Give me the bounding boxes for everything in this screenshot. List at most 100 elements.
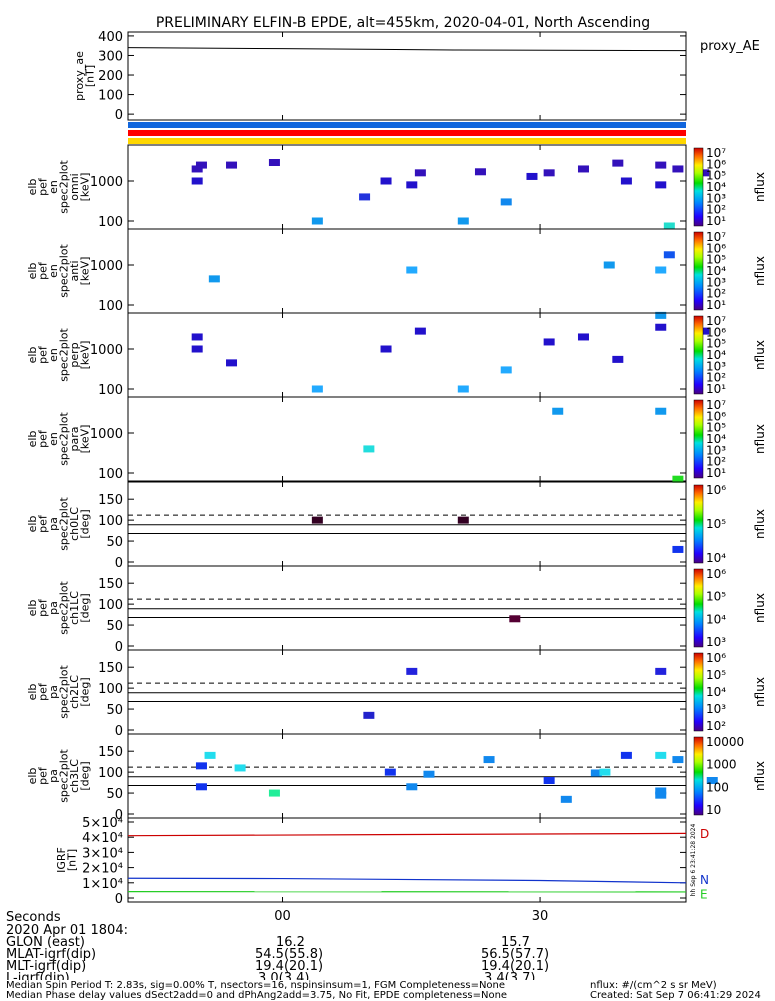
colorbar-perp-bar <box>694 316 703 394</box>
energy-pixel-anti <box>209 275 220 282</box>
energy-pixel-perp <box>192 333 203 340</box>
igrf-ytick: 5×10⁴ <box>82 816 123 831</box>
colorbar-para-bar <box>694 400 703 478</box>
colorbar-ch2LC-tick: 10⁴ <box>706 685 726 699</box>
colorbar-para-tick: 10¹ <box>706 466 726 480</box>
pa-pixel-ch3LC <box>235 764 246 771</box>
energy-pixel-anti <box>664 251 675 258</box>
pa-pixel-ch3LC <box>621 752 632 759</box>
proxy-ae-frame <box>128 32 686 120</box>
colorbar-ch3LC-tick: 1000 <box>706 758 737 772</box>
pa-ytick-ch2LC: 100 <box>98 682 123 697</box>
proxy-ae-ytick: 400 <box>98 30 123 45</box>
colorbar-anti-label-wrap: nflux <box>753 256 767 286</box>
proxy-ae-ytick: 100 <box>98 89 123 104</box>
colorbar-anti-label: nflux <box>753 256 767 286</box>
energy-panel-para <box>128 397 686 481</box>
pa-ytick-ch1LC: 0 <box>115 640 123 655</box>
energy-panel-perp <box>128 313 686 397</box>
energy-pixel-omni <box>359 193 370 200</box>
pa-pixel-ch3LC <box>655 752 666 759</box>
energy-pixel-omni <box>621 178 632 185</box>
energy-pixel-omni <box>406 181 417 188</box>
igrf-legend-n: N <box>700 873 709 887</box>
colorbar-ch3LC-tick: 100 <box>706 780 729 794</box>
colorbar-ch0LC-bar <box>694 485 703 563</box>
pa-pixel-ch2LC <box>655 668 666 675</box>
pa-pixel-ch3LC <box>205 752 216 759</box>
igrf-line-D <box>128 833 686 835</box>
igrf-ytick: 3×10⁴ <box>82 846 123 861</box>
proxy-ae-ytick: 200 <box>98 69 123 84</box>
igrf-ytick: 2×10⁴ <box>82 862 123 877</box>
energy-pixel-perp <box>612 356 623 363</box>
energy-pixel-omni <box>612 160 623 167</box>
pa-pixel-ch3LC <box>406 783 417 790</box>
energy-pixel-perp <box>226 359 237 366</box>
energy-pixel-omni <box>544 169 555 176</box>
pa-ylabel-ch1LC-line: [deg] <box>78 593 91 622</box>
proxy-ae-ylabel: proxy_ae[nT] <box>73 51 97 101</box>
energy-pixel-omni <box>475 168 486 175</box>
pa-pixel-ch0LC <box>312 517 323 524</box>
pa-pixel-ch3LC <box>655 792 666 799</box>
x-tick-label: 30 <box>532 909 549 924</box>
energy-pixel-perp <box>544 338 555 345</box>
pa-pixel-ch3LC <box>484 756 495 763</box>
colorbar-ch1LC-bar <box>694 569 703 647</box>
bar-red <box>128 130 686 136</box>
energy-ytick-perp: 1000 <box>90 343 123 358</box>
pa-ytick-ch0LC: 150 <box>98 493 123 508</box>
pa-panel-ch2LC <box>128 650 686 734</box>
pa-pixel-ch3LC <box>196 762 207 769</box>
igrf-legend-e: E <box>700 888 708 902</box>
colorbar-ch3LC-tick: 10 <box>706 803 721 817</box>
energy-pixel-perp <box>415 328 426 335</box>
pa-pixel-ch0LC <box>458 517 469 524</box>
pa-pixel-ch3LC <box>269 790 280 797</box>
pa-ytick-ch1LC: 100 <box>98 598 123 613</box>
colorbar-ch1LC-tick: 10⁵ <box>706 590 726 604</box>
pa-ytick-ch3LC: 50 <box>106 787 123 802</box>
colorbar-omni-label-wrap: nflux <box>753 172 767 202</box>
energy-pixel-omni <box>415 169 426 176</box>
pa-pixel-ch2LC <box>363 712 374 719</box>
pa-pixel-ch1LC <box>509 615 520 622</box>
pa-pixel-ch3LC <box>196 783 207 790</box>
proxy-ae-legend: proxy_AE <box>700 39 760 54</box>
energy-ytick-anti: 100 <box>98 299 123 314</box>
pa-ytick-ch1LC: 50 <box>106 619 123 634</box>
colorbar-ch2LC-bar <box>694 653 703 731</box>
igrf-ytick: 1×10⁴ <box>82 877 123 892</box>
energy-pixel-para <box>655 408 666 415</box>
pa-ytick-ch3LC: 150 <box>98 745 123 760</box>
colorbar-anti-tick: 10¹ <box>706 298 726 312</box>
energy-pixel-omni <box>458 218 469 225</box>
energy-pixel-omni <box>655 181 666 188</box>
igrf-side-stamp: hh Sep 6 23:41:28 2024 <box>690 824 697 897</box>
pa-panel-ch0LC <box>128 482 686 566</box>
colorbar-ch2LC-tick: 10⁶ <box>706 651 726 665</box>
energy-pixel-omni <box>655 162 666 169</box>
energy-ytick-para: 1000 <box>90 427 123 442</box>
energy-pixel-para <box>552 408 563 415</box>
pa-ytick-ch2LC: 0 <box>115 724 123 739</box>
footer-l-value-2: 3.4(3.7) <box>484 972 536 980</box>
energy-ytick-para: 100 <box>98 467 123 482</box>
energy-pixel-omni <box>501 198 512 205</box>
pa-pixel-ch3LC <box>672 756 683 763</box>
pa-pixel-ch0LC <box>672 546 683 553</box>
energy-pixel-perp <box>458 386 469 393</box>
colorbar-ch1LC-label-wrap: nflux <box>753 593 767 623</box>
energy-pixel-perp <box>381 346 392 353</box>
colorbar-para-label: nflux <box>753 424 767 454</box>
colorbar-ch0LC-tick: 10⁶ <box>706 483 726 497</box>
colorbar-ch1LC-tick: 10⁶ <box>706 567 726 581</box>
